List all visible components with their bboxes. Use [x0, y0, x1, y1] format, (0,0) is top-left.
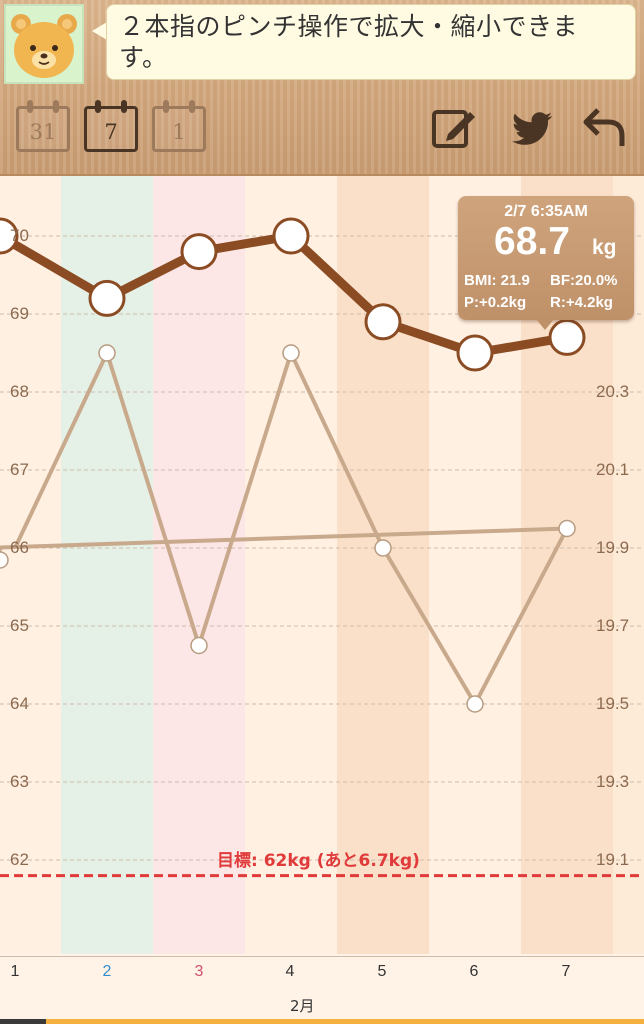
x-axis: 1 2 3 4 5 6 7 — [0, 956, 644, 988]
twitter-icon[interactable] — [508, 104, 556, 152]
bodyfat-line — [0, 347, 571, 709]
tooltip-pointer — [536, 319, 554, 330]
tooltip-prev-diff: P:+0.2kg — [464, 294, 527, 311]
bodyfat-point — [190, 636, 208, 655]
weight-point — [548, 318, 586, 356]
x-tick-label: 2 — [102, 963, 112, 980]
weight-point — [88, 279, 126, 317]
day-column-bg — [153, 176, 245, 954]
y-tick-left: 68 — [10, 382, 29, 401]
x-tick-label: 3 — [194, 963, 204, 980]
y-tick-left: 69 — [10, 304, 29, 323]
month-bar: 2月 — [0, 987, 644, 1019]
range-7-days-button[interactable]: 7 — [84, 100, 138, 152]
hint-message: ２本指のピンチ操作で拡大・縮小できます。 — [106, 4, 636, 80]
edit-icon[interactable] — [430, 104, 478, 152]
y-tick-left: 63 — [10, 772, 29, 791]
back-icon[interactable] — [582, 104, 630, 152]
x-tick-label: 4 — [285, 963, 295, 980]
x-tick-label: 5 — [377, 963, 387, 980]
speech-bubble-tail — [92, 22, 107, 40]
range-7-label: 7 — [104, 120, 118, 144]
y-tick-right: 20.1 — [596, 460, 630, 479]
day-column-bg — [0, 176, 61, 954]
x-tick-label: 1 — [10, 963, 20, 980]
month-label: 2月 — [290, 997, 315, 1015]
weight-point — [180, 233, 218, 271]
y-tick-right: 19.3 — [596, 772, 630, 791]
weight-point — [0, 217, 19, 255]
range-1-day-button[interactable]: 1 — [152, 100, 206, 152]
tooltip-bmi: BMI: 21.9 — [464, 272, 530, 289]
goal-label: 目標: 62kg (あと6.7kg) — [217, 851, 420, 871]
y-tick-left: 64 — [10, 694, 29, 713]
y-tick-left: 65 — [10, 616, 29, 635]
y-tick-right: 19.5 — [596, 694, 630, 713]
tooltip-unit: kg — [592, 236, 617, 259]
y-tick-left: 66 — [10, 538, 29, 557]
y-tick-right: 19.1 — [596, 850, 630, 869]
y-tick-right: 20.3 — [596, 382, 630, 401]
x-tick-label: 7 — [561, 963, 571, 980]
weight-point — [272, 217, 310, 255]
y-tick-left: 67 — [10, 460, 29, 479]
range-1-label: 1 — [172, 120, 186, 144]
bear-avatar — [4, 4, 84, 84]
y-tick-right: 19.9 — [596, 538, 630, 557]
bodyfat-point — [374, 539, 392, 557]
bodyfat-point — [282, 344, 300, 362]
tooltip-weight: 68.7 — [494, 220, 570, 263]
tooltip-time: 2/7 6:35AM — [504, 203, 588, 220]
bodyfat-point — [0, 551, 9, 569]
y-tick-left: 62 — [10, 850, 29, 869]
weight-point — [456, 334, 494, 372]
bottom-accent-line — [0, 1019, 644, 1024]
selected-point-tooltip: 2/7 6:35AM 68.7 kg BMI: 21.9 BF:20.0% P:… — [458, 196, 634, 320]
weight-point — [364, 303, 402, 341]
bodyfat-point — [466, 695, 484, 713]
header-bar: ２本指のピンチ操作で拡大・縮小できます。 31 7 1 — [0, 0, 644, 176]
tooltip-bodyfat: BF:20.0% — [550, 272, 618, 289]
y-tick-left: 70 — [10, 226, 29, 245]
bodyfat-point — [98, 344, 116, 362]
x-tick-label: 6 — [469, 963, 479, 980]
bodyfat-point — [558, 519, 576, 538]
tooltip-range-diff: R:+4.2kg — [550, 294, 613, 311]
y-tick-right: 19.7 — [596, 616, 630, 635]
day-column-bg — [245, 176, 337, 954]
range-31-label: 31 — [29, 120, 57, 144]
range-31-days-button[interactable]: 31 — [16, 100, 70, 152]
